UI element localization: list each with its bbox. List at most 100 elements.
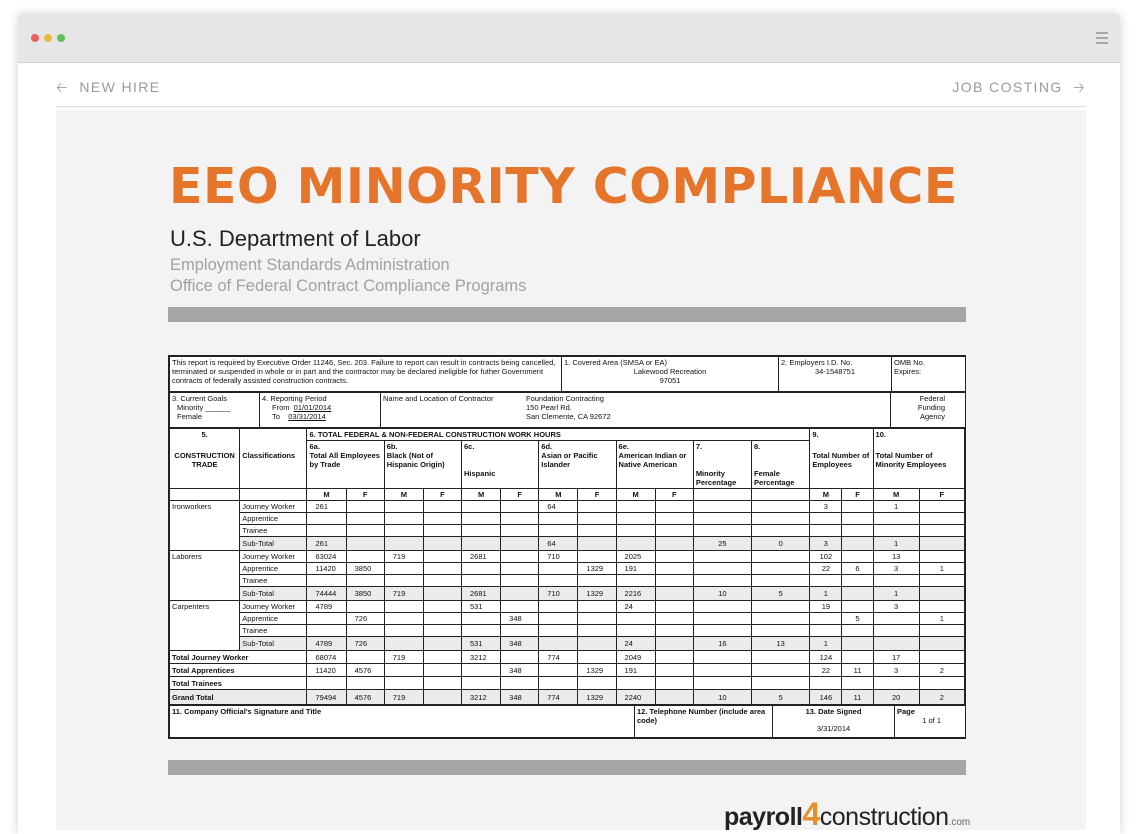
value-cell: 719 [383, 650, 424, 664]
value-cell: 11420 [306, 562, 347, 575]
page-cell: Page 1 of 1 [894, 705, 966, 738]
value-cell [654, 676, 694, 690]
value-cell: 13 [751, 636, 811, 651]
value-cell [841, 574, 874, 587]
close-window-icon[interactable] [31, 34, 39, 42]
divider-bar-top [168, 307, 966, 322]
value-cell [918, 650, 966, 664]
value-cell [654, 536, 694, 551]
value-cell [654, 663, 694, 677]
value-cell [577, 500, 617, 513]
value-cell [461, 676, 502, 690]
value-cell [422, 650, 463, 664]
value-cell [500, 536, 540, 551]
value-cell: 2216 [615, 586, 656, 601]
col-6a-header: 6a. Total All Employees by Trade [306, 440, 385, 489]
value-cell [751, 624, 811, 637]
value-cell: 63024 [306, 550, 347, 563]
date-signed-cell: 13. Date Signed 3/31/2014 [772, 705, 895, 738]
value-cell: 3 [872, 600, 920, 613]
value-cell: 24 [615, 600, 656, 613]
value-cell [841, 650, 874, 664]
page-title: EEO MINORITY COMPLIANCE [169, 158, 958, 215]
prev-page-label: NEW HIRE [79, 79, 161, 95]
value-cell: 719 [383, 689, 424, 705]
value-cell [872, 676, 920, 690]
value-cell [918, 636, 966, 651]
value-cell [461, 562, 502, 575]
table-row: Carpenters Journey Worker 4789 531 24 19 3 [168, 600, 966, 651]
value-cell [692, 663, 753, 677]
value-cell [422, 586, 463, 601]
value-cell [577, 574, 617, 587]
trade-name: Ironworkers [168, 500, 241, 551]
classification-label: Trainee [239, 524, 308, 537]
value-cell [751, 650, 811, 664]
value-cell [500, 500, 540, 513]
value-cell [345, 550, 385, 563]
contractor-address-1: 150 Pearl Rd. [526, 403, 572, 412]
value-cell [538, 663, 579, 677]
goals-female: Female [177, 412, 203, 421]
value-cell [692, 562, 753, 575]
payroll4construction-logo: payroll4construction.com [724, 796, 971, 832]
col-6e-header: 6e. American Indian or Native American [615, 440, 694, 489]
value-cell: 13 [872, 550, 920, 563]
totals-label: Total Trainees [168, 676, 308, 690]
value-cell [841, 524, 874, 537]
value-cell: 3850 [345, 586, 385, 601]
period-from-label: From [272, 403, 290, 412]
value-cell [306, 574, 347, 587]
value-cell [809, 512, 843, 525]
col-7-header: 7. Minority Percentage [692, 440, 753, 489]
value-cell [918, 574, 966, 587]
value-cell [692, 650, 753, 664]
value-cell: 124 [809, 650, 843, 664]
value-cell [654, 562, 694, 575]
signature-field[interactable]: 11. Company Official's Signature and Tit… [169, 705, 635, 738]
agency-subtitle-2: Office of Federal Contract Compliance Pr… [170, 277, 527, 295]
classification-label: Trainee [239, 624, 308, 637]
signature-table: 11. Company Official's Signature and Tit… [169, 705, 966, 738]
value-cell [751, 663, 811, 677]
value-cell [841, 676, 874, 690]
value-cell: 2 [918, 689, 966, 705]
value-cell: 710 [538, 586, 579, 601]
value-cell: 2 [918, 663, 966, 677]
value-cell: 146 [809, 689, 843, 705]
value-cell [306, 524, 347, 537]
value-cell [751, 550, 811, 563]
prev-page-link[interactable]: 🡠 NEW HIRE [56, 77, 161, 101]
omb-label: OMB No. [894, 358, 925, 367]
value-cell [577, 550, 617, 563]
value-cell [654, 689, 694, 705]
value-cell [654, 550, 694, 563]
value-cell [577, 636, 617, 651]
value-cell [841, 500, 874, 513]
value-cell [577, 536, 617, 551]
value-cell: 348 [500, 663, 540, 677]
total-employees-header: 9. Total Number of Employees [809, 428, 874, 489]
totals-label: Total Apprentices [168, 663, 308, 677]
maximize-window-icon[interactable] [57, 34, 65, 42]
value-cell: 2681 [461, 550, 502, 563]
value-cell [654, 612, 694, 625]
minimize-window-icon[interactable] [44, 34, 52, 42]
classification-label: Trainee [239, 574, 308, 587]
value-cell [841, 536, 874, 551]
value-cell [538, 524, 579, 537]
value-cell [692, 612, 753, 625]
value-cell: 64 [538, 500, 579, 513]
value-cell: 1 [872, 500, 920, 513]
value-cell [461, 500, 502, 513]
telephone-field[interactable]: 12. Telephone Number (include area code) [634, 705, 773, 738]
hamburger-menu-icon[interactable] [1096, 32, 1108, 44]
arrow-right-icon: 🡢 [1073, 79, 1086, 95]
value-cell: 261 [306, 500, 347, 513]
next-page-link[interactable]: JOB COSTING 🡢 [952, 77, 1086, 101]
page-navigation: 🡠 NEW HIRE JOB COSTING 🡢 [56, 72, 1086, 107]
value-cell: 5 [751, 689, 811, 705]
value-cell: 4789 [306, 636, 347, 651]
totals-row: Total Trainees [168, 676, 966, 690]
